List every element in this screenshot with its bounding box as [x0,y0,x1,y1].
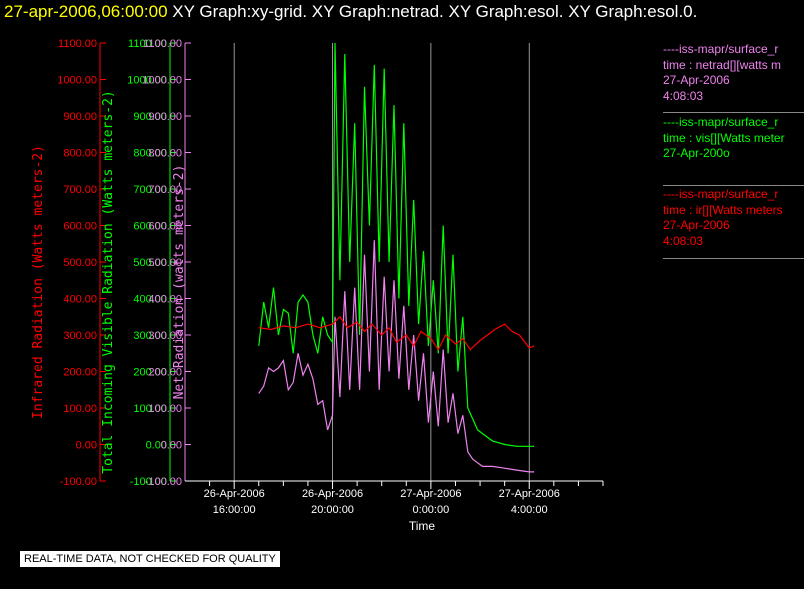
legend-entry: ----iss-mapr/surface_r time : netrad[][wa… [663,42,804,104]
y-tick-label: 500.00 [63,257,97,269]
legend-line: 4:08:03 [663,233,704,248]
chart-header: 27-apr-2006,06:00:00 XY Graph:xy-grid. X… [4,2,697,22]
y-tick-label: 0.00 [76,440,97,452]
header-graphs: XY Graph:xy-grid. XY Graph:netrad. XY Gr… [172,2,698,21]
x-tick-date: 27-Apr-2006 [499,488,560,500]
x-tick-time: 0:00:00 [413,504,450,516]
y-tick-label: 1000.00 [127,75,167,87]
y-tick-label: 0.00 [146,440,167,452]
x-tick-time: 16:00:00 [213,504,256,516]
x-tick-date: 27-Apr-2006 [400,488,461,500]
y-axis-label: Net Radiation (watts meters-2) [172,165,187,400]
legend-line: ----iss-mapr/surface_r [663,115,779,129]
legend-line: time : netrad[][watts m [663,57,782,72]
y-tick-label: 300.00 [148,330,182,342]
x-tick-date: 26-Apr-2006 [302,488,363,500]
series-line [258,42,535,447]
legend-divider [663,185,804,186]
y-tick-label: 100.00 [148,403,182,415]
legend-line: 27-Apr-2006 [663,218,730,232]
y-axis-label: Total Incoming Visible Radiation (Watts … [101,90,116,474]
legend-entry: ----iss-mapr/surface_r time : vis[][Watts… [663,115,804,162]
y-tick-label: 1000.00 [57,75,97,87]
y-tick-label: 1100.00 [58,38,97,50]
y-axis-label: Infrared Radiation (Watts meters-2) [31,145,46,419]
y-tick-label: 700.00 [63,184,97,196]
y-tick-label: 400.00 [133,294,167,306]
y-tick-label: -100.00 [60,476,97,488]
y-tick-label: 200.00 [148,367,182,379]
y-tick-label: 300.00 [133,330,167,342]
y-tick-label: 100.00 [63,403,97,415]
y-tick-label: 600.00 [148,221,182,233]
legend-line: ----iss-mapr/surface_r [663,42,779,56]
y-tick-label: 500.00 [148,257,182,269]
x-axis-label: Time [409,519,436,533]
legend-line: 27-Apr-2006 [663,73,730,87]
y-tick-label: 400.00 [63,294,97,306]
y-tick-label: 200.00 [63,367,97,379]
y-tick-label: 900.00 [133,111,167,123]
y-tick-label: 400.00 [148,294,182,306]
x-tick-time: 4:00:00 [511,504,548,516]
y-tick-label: 700.00 [133,184,167,196]
y-tick-label: 800.00 [148,148,182,160]
y-tick-label: 900.00 [63,111,97,123]
y-tick-label: 700.00 [148,184,182,196]
legend-line: 27-Apr-200o [663,146,730,160]
series-line [258,240,535,473]
y-tick-label: 200.00 [133,367,167,379]
y-tick-label: 600.00 [63,221,97,233]
series-line [258,315,535,351]
y-tick-label: 300.00 [63,330,97,342]
y-tick-label: -100.00 [145,476,182,488]
y-tick-label: 800.00 [133,148,167,160]
legend-line: time : ir[][Watts meters [663,202,783,217]
y-tick-label: 0.00 [161,440,182,452]
y-tick-label: 900.00 [148,111,182,123]
y-tick-label: 1100.00 [128,38,167,50]
x-tick-date: 26-Apr-2006 [204,488,265,500]
y-tick-label: -100.00 [130,476,167,488]
legend-divider [663,112,804,113]
y-tick-label: 1100.00 [143,38,182,50]
y-tick-label: 100.00 [133,403,167,415]
legend-line: 4:08:03 [663,88,704,103]
legend-line: ----iss-mapr/surface_r [663,187,779,201]
header-time: 27-apr-2006,06:00:00 [4,2,168,21]
y-tick-label: 800.00 [63,148,97,160]
legend-entry: ----iss-mapr/surface_r time : ir[][Watts … [663,187,804,249]
y-tick-label: 500.00 [133,257,167,269]
x-tick-time: 20:00:00 [311,504,354,516]
legend-line: time : vis[][Watts meter [663,130,785,145]
y-tick-label: 1000.00 [142,75,182,87]
legend-divider [663,258,804,259]
y-tick-label: 600.00 [133,221,167,233]
quality-notice: REAL-TIME DATA, NOT CHECKED FOR QUALITY [20,551,280,567]
